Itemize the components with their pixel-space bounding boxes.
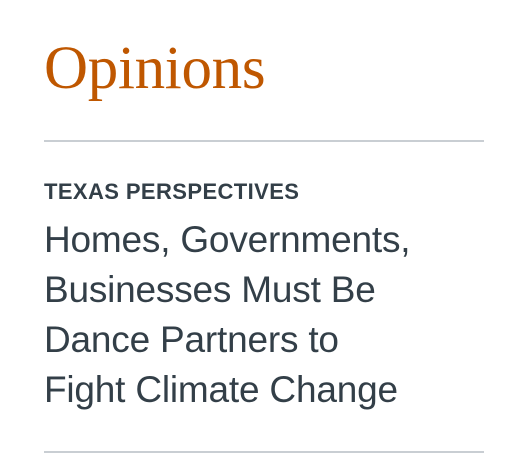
- headline-line: Businesses Must Be: [44, 269, 376, 310]
- headline-line: Homes, Governments,: [44, 219, 411, 260]
- headline-line: Dance Partners to: [44, 319, 339, 360]
- section-title[interactable]: Opinions: [44, 35, 266, 102]
- divider-top: [44, 140, 484, 142]
- article-kicker[interactable]: TEXAS PERSPECTIVES: [44, 179, 300, 204]
- article-teaser: TEXAS PERSPECTIVES Homes, Governments, B…: [44, 178, 484, 415]
- headline-line: Fight Climate Change: [44, 369, 398, 410]
- divider-bottom: [44, 451, 484, 453]
- article-headline[interactable]: Homes, Governments, Businesses Must Be D…: [44, 215, 484, 415]
